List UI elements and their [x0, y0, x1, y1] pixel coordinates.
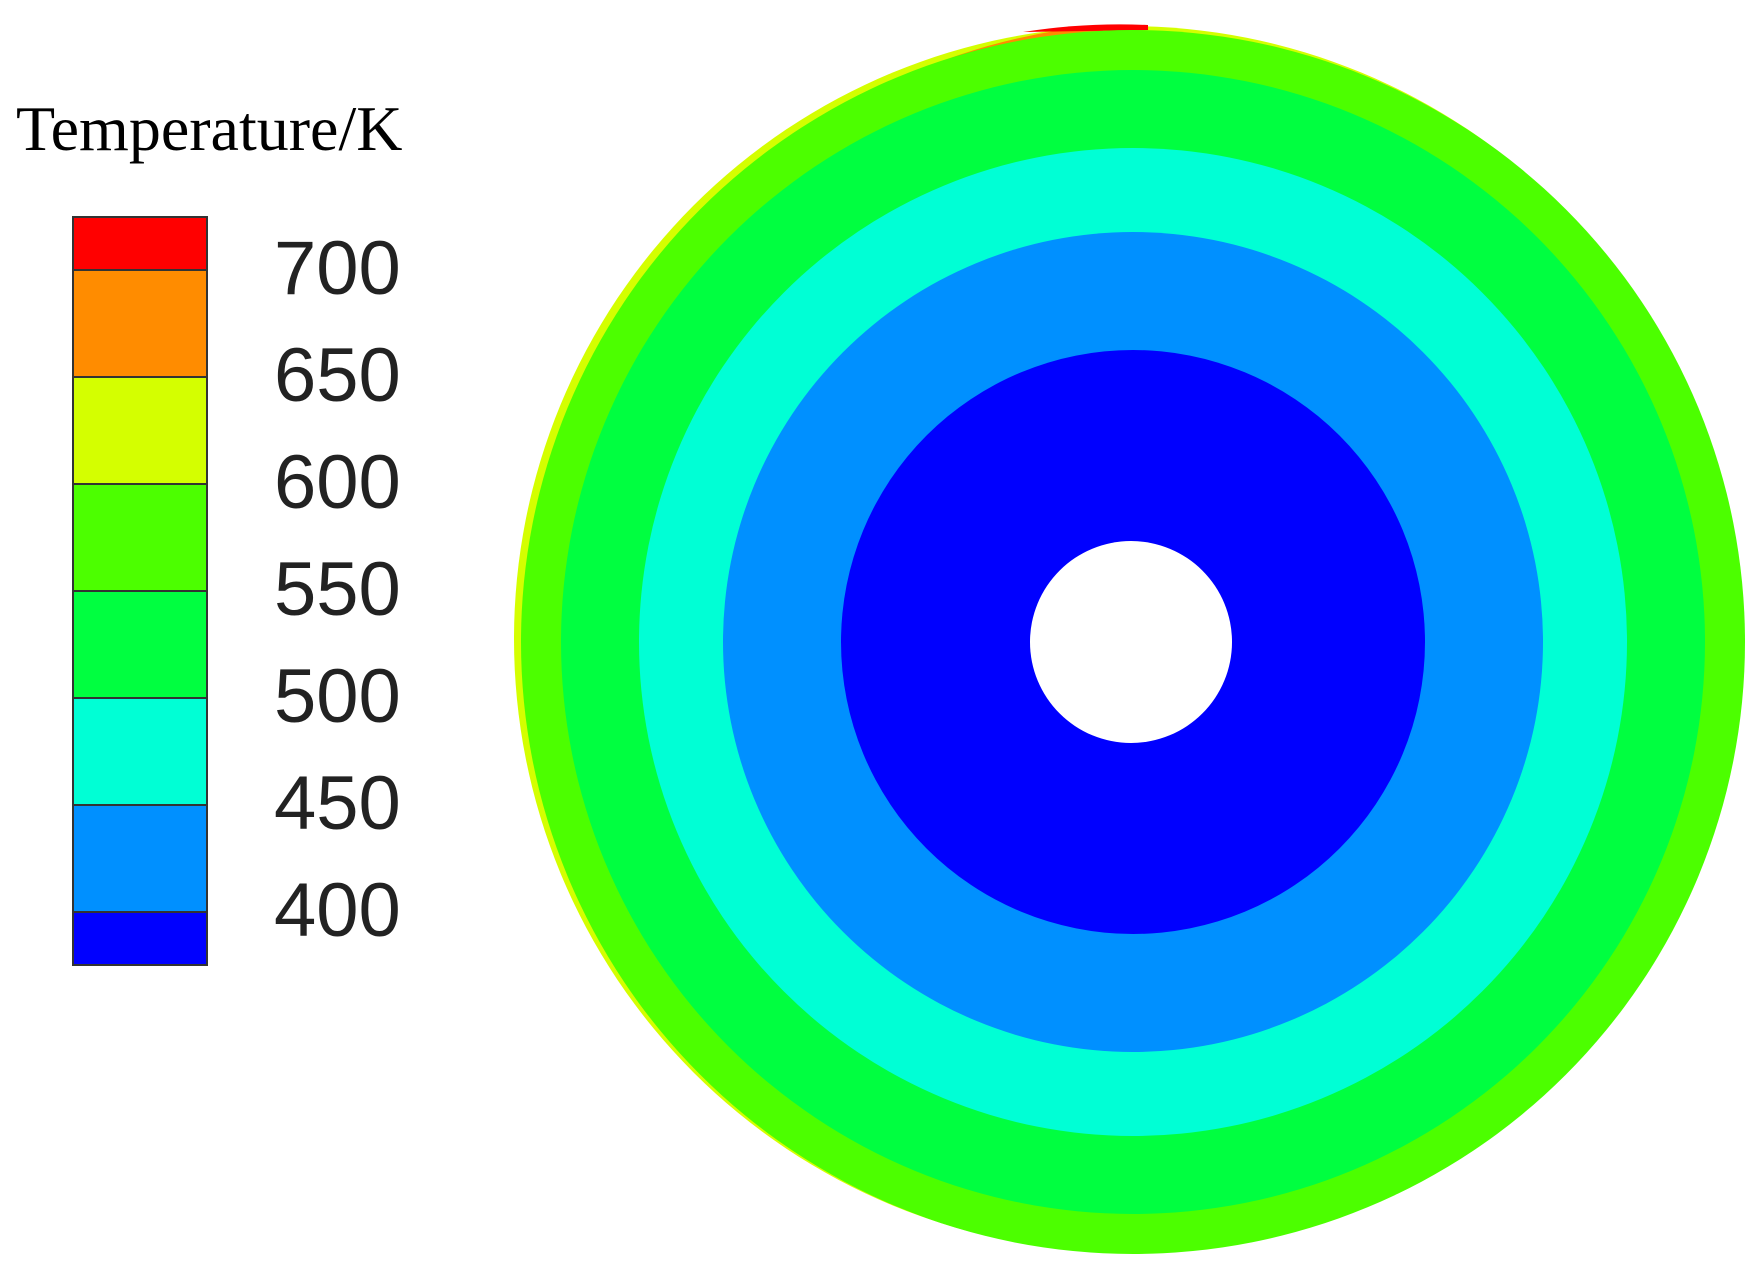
colorbar-band	[72, 911, 208, 966]
colorbar-title: Temperature/K	[16, 93, 402, 164]
colorbar-band	[72, 590, 208, 699]
inner-hole	[1030, 541, 1232, 743]
colorbar-band	[72, 697, 208, 806]
colorbar-tick-label: 600	[274, 440, 401, 525]
colorbar-band	[72, 269, 208, 378]
colorbar-band	[72, 804, 208, 913]
contour-region	[1023, 24, 1148, 32]
colorbar-band	[72, 216, 208, 271]
colorbar-tick-label: 700	[274, 226, 401, 311]
colorbar-tick-label: 450	[274, 761, 401, 846]
colorbar-tick-label: 550	[274, 547, 401, 632]
colorbar-tick-label: 650	[274, 333, 401, 418]
colorbar-band	[72, 483, 208, 592]
colorbar-tick-label: 400	[274, 868, 401, 953]
colorbar-tick-label: 500	[274, 654, 401, 739]
colorbar-band	[72, 376, 208, 485]
